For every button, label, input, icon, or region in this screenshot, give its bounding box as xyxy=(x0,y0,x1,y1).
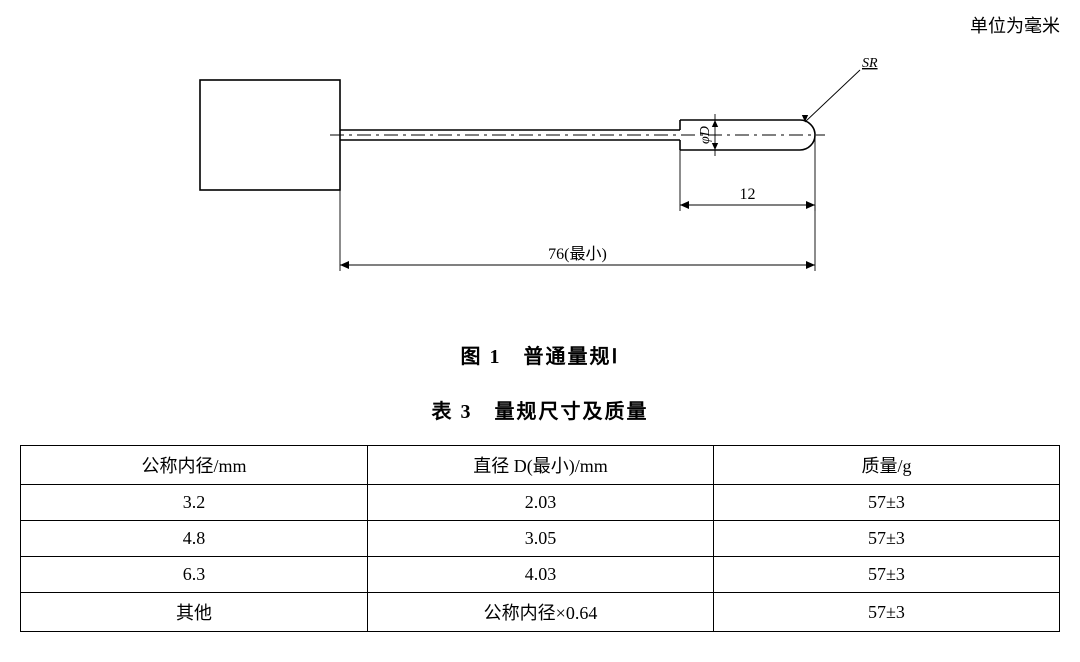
table-cell: 公称内径×0.64 xyxy=(368,593,714,632)
table-row: 其他公称内径×0.6457±3 xyxy=(21,593,1060,632)
table-col-header: 直径 D(最小)/mm xyxy=(368,446,714,485)
table-cell: 3.05 xyxy=(368,521,714,557)
table-header-row: 公称内径/mm直径 D(最小)/mm质量/g xyxy=(21,446,1060,485)
table-cell: 4.8 xyxy=(21,521,368,557)
svg-text:SR: SR xyxy=(862,56,878,71)
table-col-header: 质量/g xyxy=(714,446,1060,485)
table-title: 表 3 量规尺寸及质量 xyxy=(0,395,1080,424)
figure-title: 图 1 普通量规Ⅰ xyxy=(0,340,1080,369)
table-cell: 6.3 xyxy=(21,557,368,593)
table-cell: 4.03 xyxy=(368,557,714,593)
unit-note: 单位为毫米 xyxy=(970,12,1060,38)
svg-text:φD: φD xyxy=(698,126,713,144)
table-cell: 57±3 xyxy=(714,593,1060,632)
table-cell: 其他 xyxy=(21,593,368,632)
table-row: 3.22.0357±3 xyxy=(21,485,1060,521)
technical-drawing: φD SR 12 76(最小) xyxy=(0,40,1080,320)
table-cell: 2.03 xyxy=(368,485,714,521)
table-col-header: 公称内径/mm xyxy=(21,446,368,485)
table-cell: 57±3 xyxy=(714,557,1060,593)
table-row: 4.83.0557±3 xyxy=(21,521,1060,557)
table-row: 6.34.0357±3 xyxy=(21,557,1060,593)
dimension-table: 公称内径/mm直径 D(最小)/mm质量/g 3.22.0357±34.83.0… xyxy=(20,445,1060,632)
table-cell: 3.2 xyxy=(21,485,368,521)
svg-text:76(最小): 76(最小) xyxy=(548,245,607,263)
gauge-diagram: φD SR 12 76(最小) xyxy=(160,40,920,300)
table-cell: 57±3 xyxy=(714,521,1060,557)
table-cell: 57±3 xyxy=(714,485,1060,521)
svg-text:12: 12 xyxy=(740,186,756,203)
